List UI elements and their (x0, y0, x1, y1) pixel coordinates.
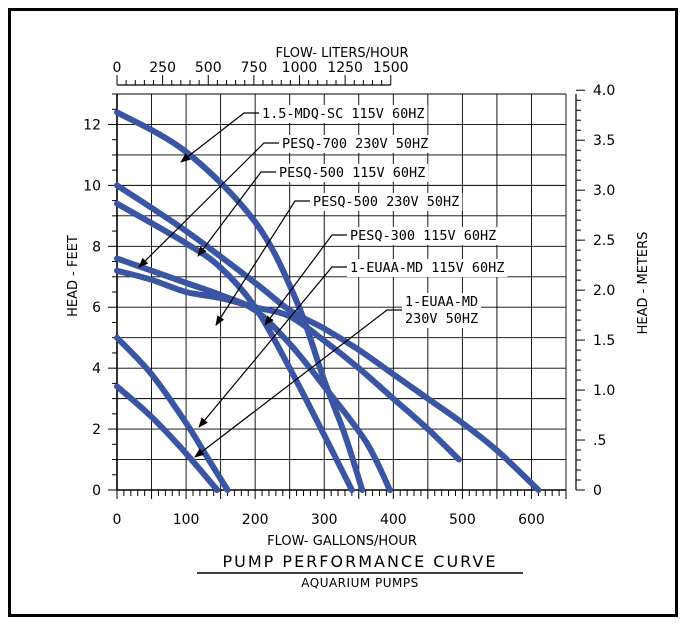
series-line-5 (114, 182, 542, 493)
callout-leader (194, 309, 402, 458)
y2-tick-label: 3.0 (593, 183, 615, 199)
callout-label: 1-EUAA-MD 115V 60HZ (350, 260, 504, 276)
callout-label: 1-EUAA-MD (405, 294, 478, 310)
y-tick-label: 0 (92, 483, 101, 499)
callout-label: 1.5-MDQ-SC 115V 60HZ (262, 106, 425, 122)
callout-leader (215, 200, 310, 326)
callout-leader (264, 234, 347, 326)
callout-label-bg (402, 293, 482, 311)
x-tick-label: 400 (380, 512, 407, 528)
y2-tick-label: .5 (593, 433, 606, 449)
x2-tick-label: 250 (149, 60, 176, 76)
y2-tick-label: 4.0 (593, 83, 615, 99)
x-tick-label: 0 (113, 512, 122, 528)
callout-label: PESQ-700 230V 50HZ (282, 136, 428, 152)
callout-label: PESQ-300 115V 60HZ (350, 228, 496, 244)
y-tick-label: 8 (92, 239, 101, 255)
callout-label: 230V 50HZ (405, 311, 478, 327)
x-tick-label: 600 (518, 512, 545, 528)
y-tick-label: 2 (92, 422, 101, 438)
x2-tick-label: 750 (241, 60, 268, 76)
x-tick-label: 200 (242, 512, 269, 528)
y2-tick-label: 2.0 (593, 283, 615, 299)
callout-label-bg (347, 227, 500, 245)
y-tick-label: 6 (92, 300, 101, 316)
callout-label-bg (347, 259, 508, 277)
y2-tick-label: 2.5 (593, 233, 615, 249)
y2-tick-label: 1.0 (593, 383, 615, 399)
y-tick-label: 12 (83, 117, 101, 133)
x-tick-label: 500 (449, 512, 476, 528)
callout-label-bg (279, 135, 432, 153)
y-tick-label: 10 (83, 178, 101, 194)
bottom-axis-title: FLOW- GALLONS/HOUR (267, 534, 417, 549)
left-axis-title: HEAD - FEET (66, 235, 81, 317)
callout-label-bg (310, 193, 463, 211)
y2-tick-label: 0 (593, 483, 602, 499)
y2-tick-label: 3.5 (593, 133, 615, 149)
series-line-1 (114, 109, 366, 493)
series-line-6 (114, 334, 231, 493)
callout-label: PESQ-500 230V 50HZ (313, 194, 459, 210)
x-tick-label: 100 (173, 512, 200, 528)
x2-tick-label: 1500 (373, 60, 409, 76)
y2-tick-label: 1.5 (593, 333, 615, 349)
callout-label-bg (402, 310, 482, 328)
y-tick-label: 4 (92, 361, 101, 377)
callout-leader (180, 112, 259, 163)
callout-label-bg (259, 105, 428, 123)
right-axis-title: HEAD - METERS (636, 232, 651, 335)
x2-tick-label: 1000 (282, 60, 318, 76)
series-line-7 (114, 383, 221, 493)
callout-leader (138, 142, 279, 268)
chart-subtitle: AQUARIUM PUMPS (301, 576, 419, 590)
x2-tick-label: 0 (113, 60, 122, 76)
callout-leader (198, 266, 347, 428)
x2-tick-label: 1250 (327, 60, 363, 76)
top-axis-title: FLOW- LITERS/HOUR (275, 46, 408, 61)
chart-title: PUMP PERFORMANCE CURVE (223, 552, 498, 571)
chart-frame (8, 8, 678, 617)
callout-label: PESQ-500 115V 60HZ (279, 165, 425, 181)
callout-label-bg (276, 164, 429, 182)
callout-labels: 1.5-MDQ-SC 115V 60HZ PESQ-700 230V 50HZ PE… (138, 105, 508, 458)
x2-tick-label: 500 (195, 60, 222, 76)
x-tick-label: 300 (311, 512, 338, 528)
series-line-4 (114, 267, 462, 463)
callout-leader (197, 171, 276, 257)
series-lines (114, 109, 542, 493)
